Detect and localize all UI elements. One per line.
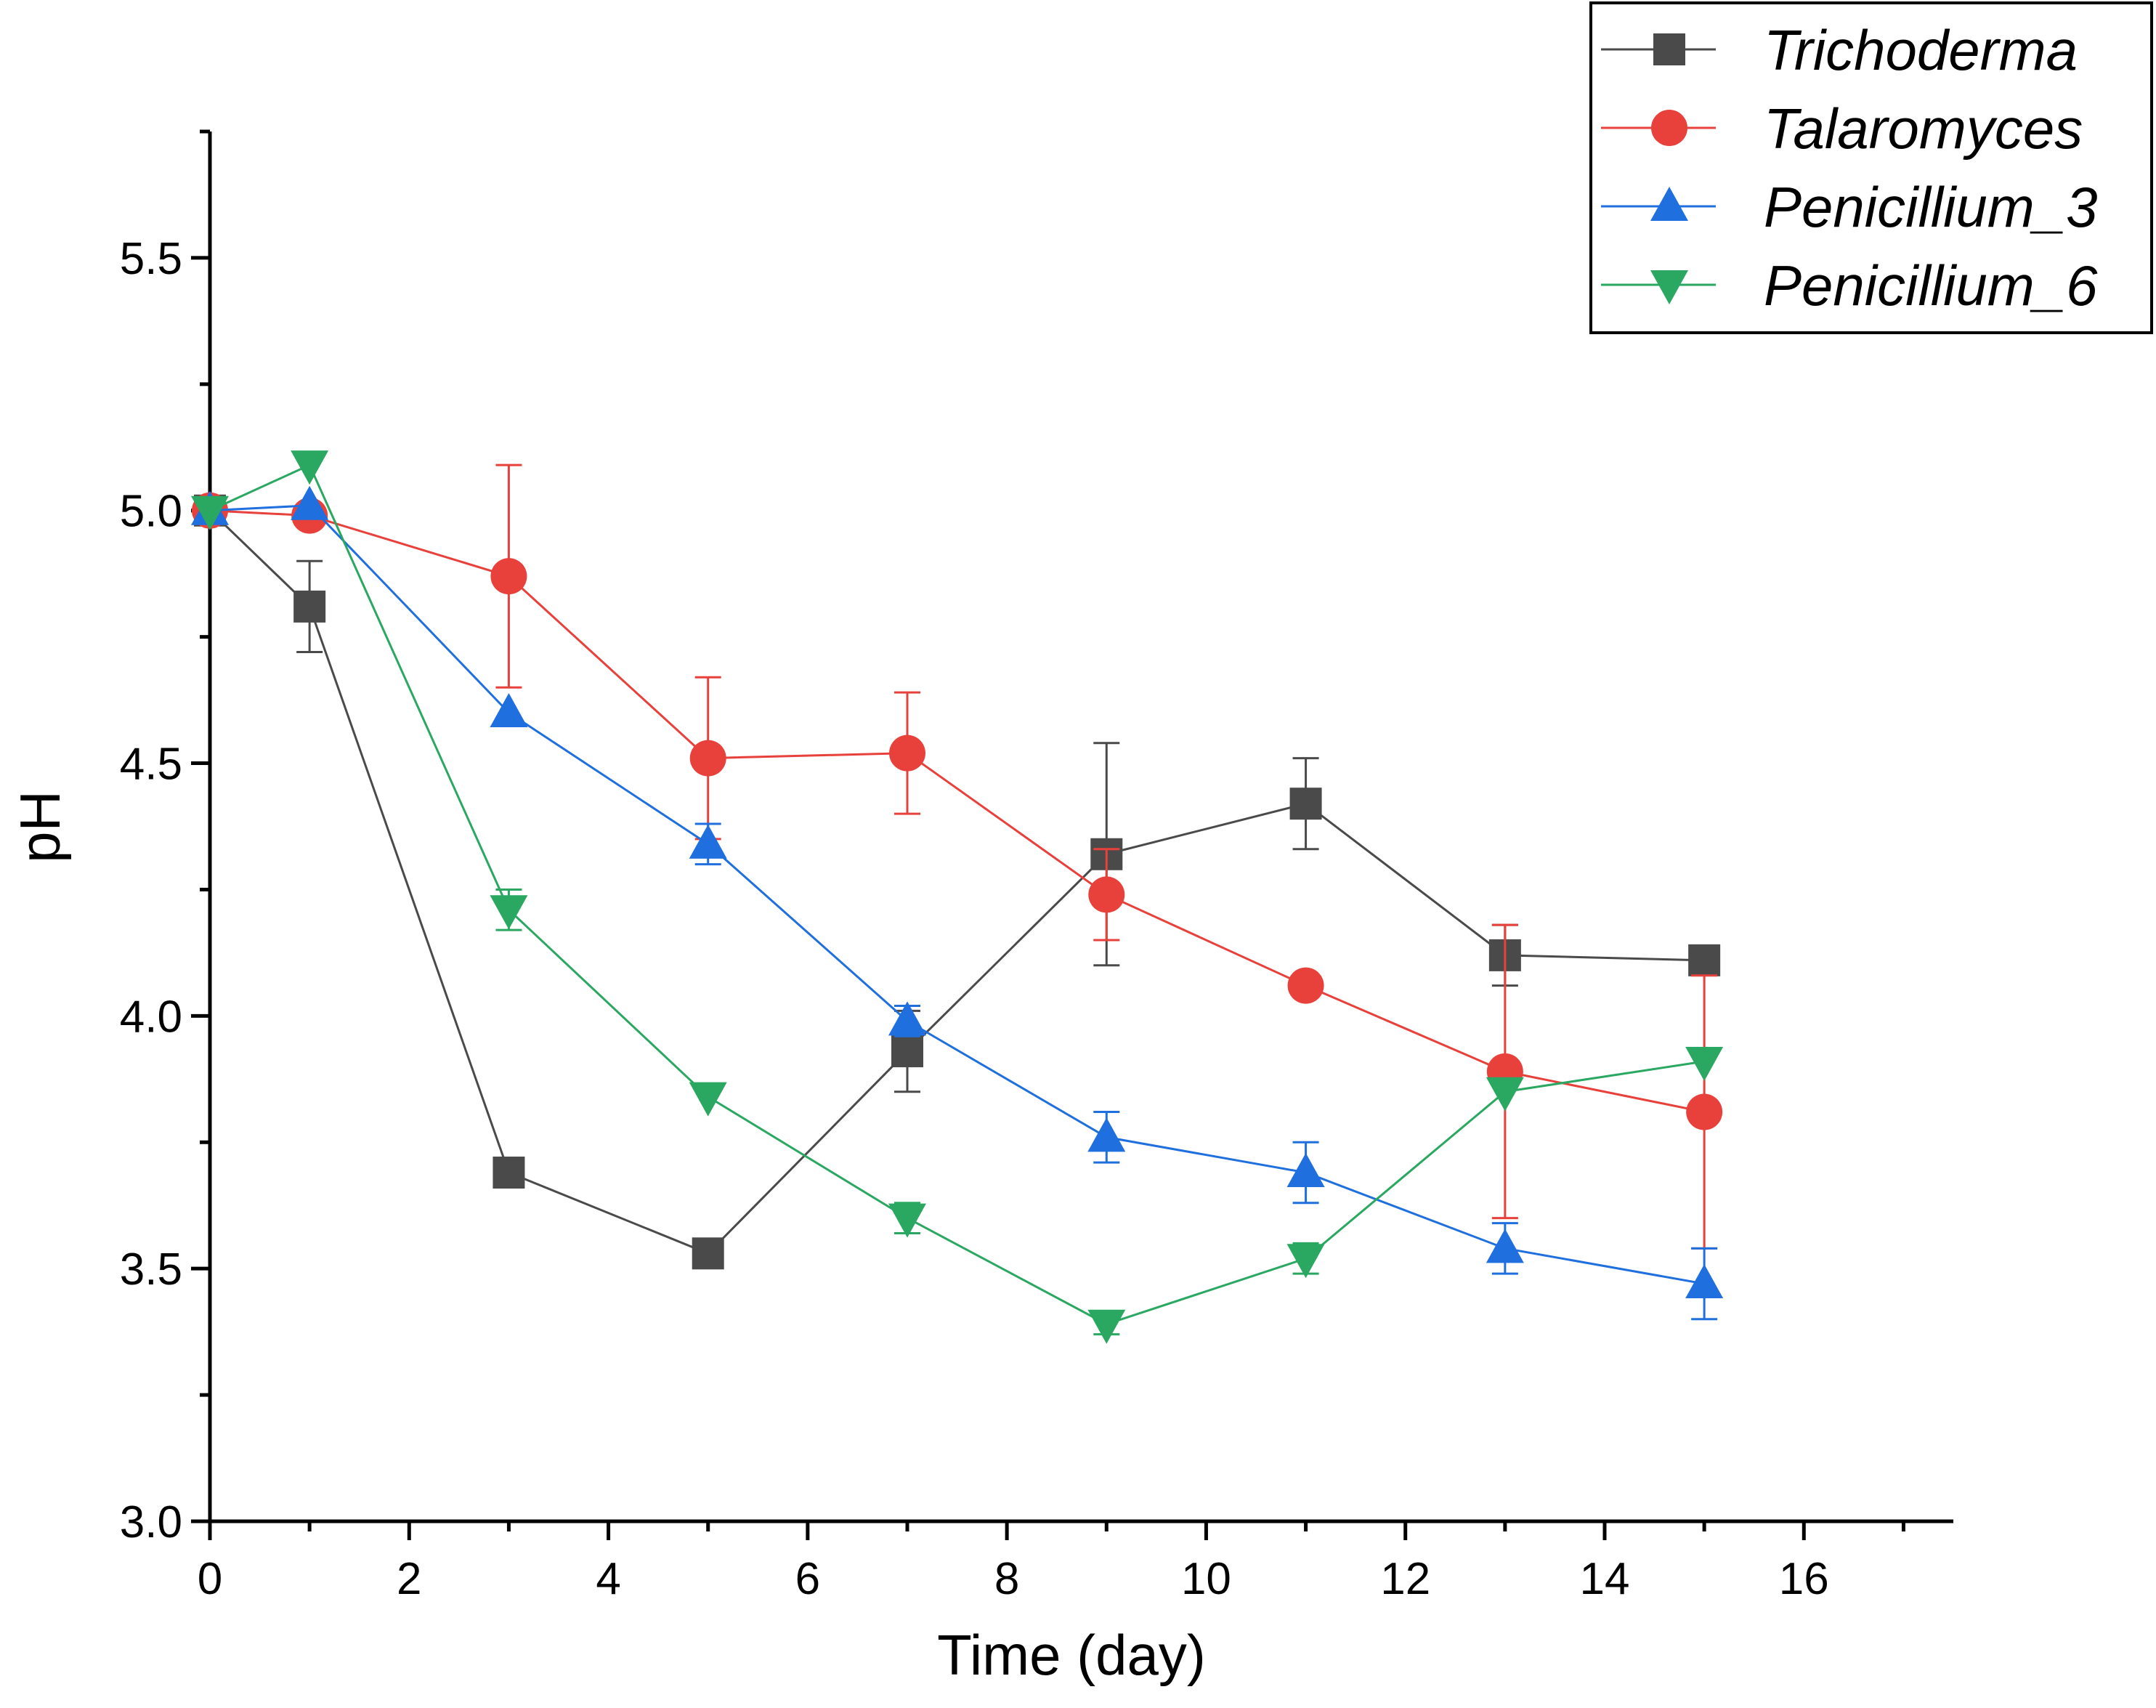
x-tick-label: 10 bbox=[1181, 1554, 1231, 1604]
data-point-talaromyces bbox=[490, 558, 527, 595]
x-tick-label: 4 bbox=[596, 1554, 620, 1604]
data-point-penicillium-6 bbox=[1685, 1046, 1724, 1081]
data-point-penicillium-3 bbox=[1486, 1229, 1524, 1263]
y-tick-label: 3.0 bbox=[120, 1497, 182, 1547]
legend-marker-talaromyces bbox=[1651, 110, 1687, 146]
series-trichoderma bbox=[194, 494, 1721, 1270]
data-point-penicillium-3 bbox=[888, 1001, 926, 1036]
plot-area bbox=[191, 450, 1724, 1344]
data-point-penicillium-6 bbox=[490, 895, 528, 930]
x-tick-label: 8 bbox=[994, 1554, 1019, 1604]
legend-label-talaromyces: Talaromyces bbox=[1764, 97, 2083, 161]
y-tick-label: 4.0 bbox=[120, 992, 182, 1042]
data-point-talaromyces bbox=[1287, 967, 1324, 1004]
data-point-talaromyces bbox=[1686, 1093, 1723, 1130]
y-axis-title: pH bbox=[8, 790, 72, 863]
data-point-penicillium-3 bbox=[689, 824, 727, 859]
x-tick-label: 14 bbox=[1580, 1554, 1630, 1604]
x-tick-label: 2 bbox=[397, 1554, 421, 1604]
series-line-penicillium-6 bbox=[209, 464, 1705, 1326]
data-point-penicillium-6 bbox=[1286, 1244, 1325, 1279]
x-tick-label: 6 bbox=[795, 1554, 820, 1604]
series-talaromyces bbox=[192, 464, 1723, 1250]
data-point-penicillium-3 bbox=[291, 485, 329, 520]
data-point-penicillium-3 bbox=[1286, 1153, 1325, 1188]
data-point-trichoderma bbox=[493, 1157, 525, 1189]
data-point-trichoderma bbox=[891, 1035, 923, 1068]
data-point-trichoderma bbox=[692, 1237, 724, 1270]
data-point-trichoderma bbox=[1688, 944, 1721, 976]
legend-marker-penicillium-3 bbox=[1650, 187, 1688, 221]
data-point-talaromyces bbox=[1088, 876, 1125, 913]
data-point-penicillium-6 bbox=[191, 495, 229, 530]
y-tick-label: 4.5 bbox=[120, 740, 182, 790]
legend: Trichoderma Talaromyces Penicillium_3 Penic… bbox=[1589, 1, 2153, 334]
data-point-penicillium-3 bbox=[1685, 1264, 1724, 1299]
data-point-talaromyces bbox=[689, 740, 726, 777]
x-tick-label: 16 bbox=[1779, 1554, 1829, 1604]
x-tick-label: 0 bbox=[198, 1554, 222, 1604]
data-point-trichoderma bbox=[293, 590, 326, 623]
data-point-penicillium-6 bbox=[1486, 1077, 1524, 1112]
data-point-penicillium-3 bbox=[1087, 1117, 1126, 1152]
y-tick-label: 5.5 bbox=[120, 234, 182, 284]
legend-label-trichoderma: Trichoderma bbox=[1764, 18, 2078, 82]
y-tick-label: 5.0 bbox=[120, 487, 182, 537]
data-point-penicillium-6 bbox=[689, 1082, 727, 1117]
legend-marker-penicillium-6 bbox=[1650, 270, 1688, 304]
series-line-talaromyces bbox=[209, 509, 1705, 1114]
data-point-penicillium-3 bbox=[490, 692, 528, 727]
data-point-penicillium-6 bbox=[291, 450, 329, 485]
data-point-penicillium-6 bbox=[1087, 1309, 1126, 1344]
data-point-penicillium-6 bbox=[888, 1203, 926, 1238]
data-point-talaromyces bbox=[889, 734, 925, 772]
axes: 0 2 4 6 8 10 12 14 16 3.0 3.5 4.0 4.5 5.0 5.5 bbox=[120, 129, 1953, 1604]
series-line-trichoderma bbox=[208, 509, 1705, 1255]
data-point-trichoderma bbox=[1289, 788, 1322, 820]
legend-label-penicillium-3: Penicillium_3 bbox=[1764, 175, 2098, 239]
x-tick-label: 12 bbox=[1380, 1554, 1430, 1604]
series-penicillium-3 bbox=[191, 485, 1724, 1321]
x-axis-title: Time (day) bbox=[937, 1623, 1206, 1687]
legend-label-penicillium-6: Penicillium_6 bbox=[1764, 254, 2098, 317]
y-tick-label: 3.5 bbox=[120, 1244, 182, 1295]
series-line-penicillium-3 bbox=[209, 504, 1705, 1285]
legend-marker-trichoderma bbox=[1653, 33, 1685, 65]
series-penicillium-6 bbox=[191, 450, 1724, 1344]
